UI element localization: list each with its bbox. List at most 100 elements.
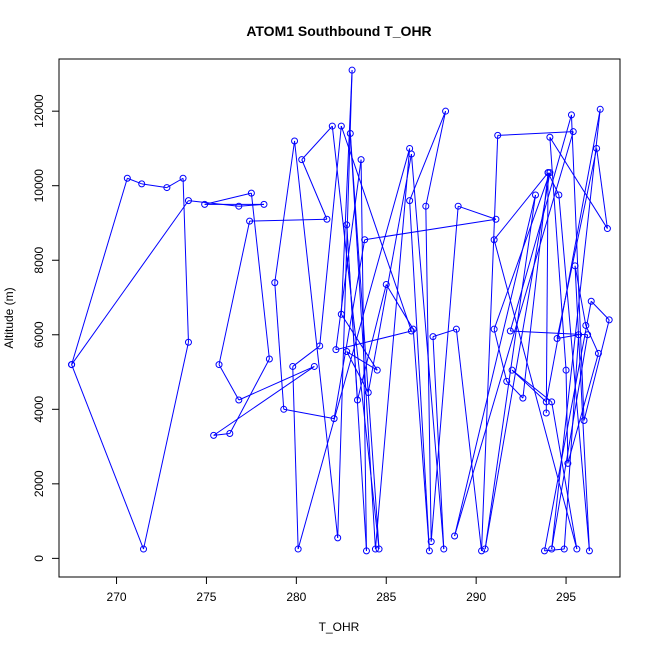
series-segment xyxy=(360,159,367,551)
series-segment xyxy=(493,172,549,241)
series-segment xyxy=(182,178,189,343)
series-segment xyxy=(274,140,296,283)
y-tick-label: 2000 xyxy=(32,470,46,497)
series-segment xyxy=(511,369,552,403)
series-segment xyxy=(340,125,412,332)
data-point xyxy=(375,545,383,553)
data-point xyxy=(542,398,550,406)
data-point xyxy=(280,405,288,413)
series-segment xyxy=(346,351,369,393)
data-point xyxy=(429,333,437,341)
series-segment xyxy=(551,401,578,550)
data-point xyxy=(330,415,338,423)
data-point xyxy=(210,431,218,439)
data-point xyxy=(260,200,268,208)
series-segment xyxy=(143,342,189,550)
series-segment xyxy=(484,172,551,550)
data-point xyxy=(506,327,514,335)
data-point xyxy=(503,377,511,385)
data-point xyxy=(406,197,414,205)
series-segment xyxy=(292,366,299,550)
data-point xyxy=(68,361,76,369)
data-point xyxy=(382,280,390,288)
x-tick-label: 295 xyxy=(556,590,576,604)
data-point xyxy=(451,532,459,540)
series-segment xyxy=(218,364,240,401)
data-point xyxy=(593,144,601,152)
data-point xyxy=(357,156,365,164)
data-point xyxy=(364,389,372,397)
data-point xyxy=(337,310,345,318)
chart-title: ATOM1 Southbound T_OHR xyxy=(246,23,431,39)
data-point xyxy=(235,202,243,210)
y-axis: 0 2000 4000 6000 8000 10000 12000 xyxy=(32,94,60,562)
series-segment xyxy=(71,178,128,365)
series-segment xyxy=(454,131,574,537)
series-segment xyxy=(545,109,601,402)
data-point xyxy=(123,174,131,182)
series-segment xyxy=(493,239,578,550)
series-segment xyxy=(292,345,321,367)
data-point xyxy=(353,396,361,404)
series-segment xyxy=(335,330,412,351)
data-point xyxy=(575,331,583,339)
data-point xyxy=(580,416,588,424)
data-point xyxy=(265,355,273,363)
data-point xyxy=(531,191,539,199)
plot-area xyxy=(58,58,621,578)
data-point xyxy=(343,221,351,229)
y-tick-label: 6000 xyxy=(32,321,46,348)
data-point xyxy=(184,338,192,346)
x-tick-label: 270 xyxy=(107,590,127,604)
data-point xyxy=(508,366,516,374)
y-tick-label: 8000 xyxy=(32,247,46,274)
series-segment xyxy=(551,109,601,550)
data-point xyxy=(310,362,318,370)
data-point xyxy=(442,107,450,115)
series-segment xyxy=(229,358,270,434)
data-point xyxy=(316,342,324,350)
series-segment xyxy=(563,334,580,550)
data-point xyxy=(247,189,255,197)
x-axis: 270 275 280 285 290 295 xyxy=(107,576,576,604)
series-segment xyxy=(204,192,252,205)
data-point xyxy=(348,66,356,74)
x-tick-label: 275 xyxy=(196,590,216,604)
series-segment xyxy=(565,370,569,464)
data-point xyxy=(562,366,570,374)
series-segment xyxy=(319,126,342,346)
data-point xyxy=(573,545,581,553)
data-point xyxy=(184,197,192,205)
data-point xyxy=(334,534,342,542)
series-segment xyxy=(510,330,588,336)
series-segment xyxy=(333,239,366,419)
data-point xyxy=(481,545,489,553)
data-point xyxy=(548,545,556,553)
series-segment xyxy=(374,148,411,550)
data-point xyxy=(478,547,486,555)
data-point xyxy=(490,325,498,333)
series-segment xyxy=(506,381,524,399)
series-segment xyxy=(410,153,445,550)
series-segment xyxy=(549,136,608,229)
data-point xyxy=(289,362,297,370)
series-segment xyxy=(458,205,497,220)
series-segment xyxy=(493,329,508,382)
data-point xyxy=(603,225,611,233)
data-point xyxy=(201,200,209,208)
series-segment xyxy=(409,110,447,201)
data-point xyxy=(294,545,302,553)
data-point xyxy=(407,150,415,158)
data-point xyxy=(371,545,379,553)
y-axis-label: Altitude (m) xyxy=(2,287,16,348)
data-point xyxy=(494,131,502,139)
series-segment xyxy=(188,200,239,207)
series-segment xyxy=(583,319,610,421)
data-point xyxy=(542,409,550,417)
series-segment xyxy=(481,135,499,551)
data-point xyxy=(346,130,354,138)
data-point xyxy=(540,547,548,555)
series-segment xyxy=(385,284,414,330)
data-point xyxy=(569,128,577,136)
data-point xyxy=(427,538,435,546)
